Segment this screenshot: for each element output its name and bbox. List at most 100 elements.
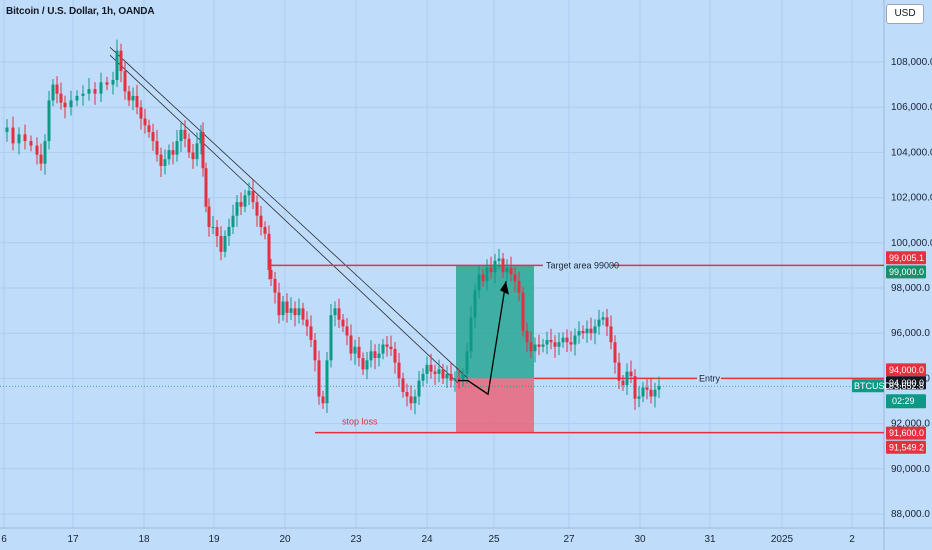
price-marker-label: 94,000.0: [889, 365, 924, 375]
trendline-lower: [109, 54, 459, 384]
x-tick-label: 24: [421, 534, 433, 545]
target-label-bg: [543, 259, 611, 272]
candle-body: [325, 360, 329, 404]
candle-body: [577, 330, 581, 336]
candle-body: [621, 380, 625, 386]
x-tick-label: 2025: [771, 534, 794, 545]
price-marker-bg: [886, 363, 926, 377]
candle-body: [93, 89, 97, 94]
y-tick-label: 102,000.0: [891, 193, 932, 204]
candle-body: [111, 80, 115, 85]
candle-body: [151, 132, 155, 142]
candle-body: [183, 129, 187, 139]
candle-body: [645, 387, 649, 390]
candle-body: [179, 129, 183, 142]
candle-body: [55, 84, 59, 94]
candle-body: [433, 371, 437, 374]
candle-body: [345, 326, 349, 336]
candle-body: [533, 344, 537, 352]
candle-body: [365, 360, 369, 370]
price-marker-label: 91,600.0: [889, 428, 924, 438]
candle-body: [281, 301, 285, 316]
y-tick-label: 92,000.0: [891, 419, 930, 430]
candle-body: [369, 351, 373, 361]
candle-body: [629, 371, 633, 377]
candle-body: [585, 328, 589, 334]
candle-body: [509, 267, 513, 275]
candle-body: [405, 391, 409, 397]
candle-body: [201, 132, 205, 169]
candle-body: [397, 362, 401, 379]
candle-body: [75, 95, 79, 101]
candle-body: [243, 195, 247, 207]
candle-body: [601, 317, 605, 320]
candle-body: [417, 380, 421, 397]
entry-label-bg: [697, 372, 721, 385]
price-marker-label: 94,000.0: [889, 378, 924, 388]
candle-body: [267, 233, 271, 270]
projection-arrowhead: [500, 281, 509, 295]
projection-path: [458, 281, 507, 396]
candle-body: [187, 138, 191, 153]
candle-body: [223, 236, 227, 252]
candle-body: [247, 190, 251, 196]
candle-body: [413, 396, 417, 404]
candle-body: [219, 236, 223, 252]
ticker-symbol-bg: [852, 379, 884, 393]
candle-body: [649, 389, 653, 397]
candle-body: [361, 358, 365, 370]
candle-body: [617, 362, 621, 381]
price-marker-bg: [886, 376, 926, 390]
candle-body: [143, 118, 147, 126]
candle-body: [425, 364, 429, 374]
price-marker-bg: [886, 265, 926, 279]
candle-body: [301, 308, 305, 320]
candle-body: [517, 281, 521, 293]
candle-body: [285, 301, 289, 313]
candle-body: [313, 339, 317, 361]
candle-body: [429, 364, 433, 372]
candle-body: [195, 143, 199, 160]
price-marker-bg: [886, 440, 926, 454]
candle-body: [573, 335, 577, 345]
ticker-symbol: BTCUSD: [854, 381, 892, 391]
stop-loss-label: stop loss: [342, 417, 378, 427]
candle-body: [127, 91, 131, 101]
candle-body: [215, 226, 219, 237]
candle-body: [625, 371, 629, 386]
candle-body: [255, 202, 259, 216]
candle-body: [81, 93, 85, 96]
candle-body: [565, 337, 569, 343]
candle-body: [17, 134, 21, 144]
candle-body: [99, 82, 103, 94]
candle-body: [465, 351, 469, 374]
candle-body: [613, 342, 617, 363]
candle-body: [175, 141, 179, 155]
price-marker-bg: [886, 426, 926, 440]
chart-title: Bitcoin / U.S. Dollar, 1h, OANDA: [6, 6, 155, 17]
candle-body: [297, 308, 301, 316]
trendline-upper: [109, 47, 469, 379]
candle-body: [521, 292, 525, 331]
candle-body: [47, 100, 51, 142]
candle-body: [389, 346, 393, 350]
price-marker-label: 99,000.0: [889, 267, 924, 277]
candle-body: [204, 168, 208, 207]
candle-body: [401, 378, 405, 392]
y-tick-label: 104,000.0: [891, 147, 932, 158]
candle-body: [123, 71, 127, 92]
currency-button[interactable]: USD: [886, 4, 924, 24]
candle-body: [105, 82, 109, 85]
candle-body: [167, 150, 171, 160]
candle-body: [277, 292, 281, 316]
candle-body: [505, 267, 509, 273]
candle-body: [453, 378, 457, 381]
x-tick-label: 19: [208, 534, 220, 545]
candle-body: [581, 330, 585, 334]
candle-body: [159, 154, 163, 166]
candle-body: [537, 344, 541, 347]
candle-body: [251, 190, 255, 203]
ticker-countdown-bg: [886, 394, 926, 408]
x-tick-label: 27: [563, 534, 575, 545]
